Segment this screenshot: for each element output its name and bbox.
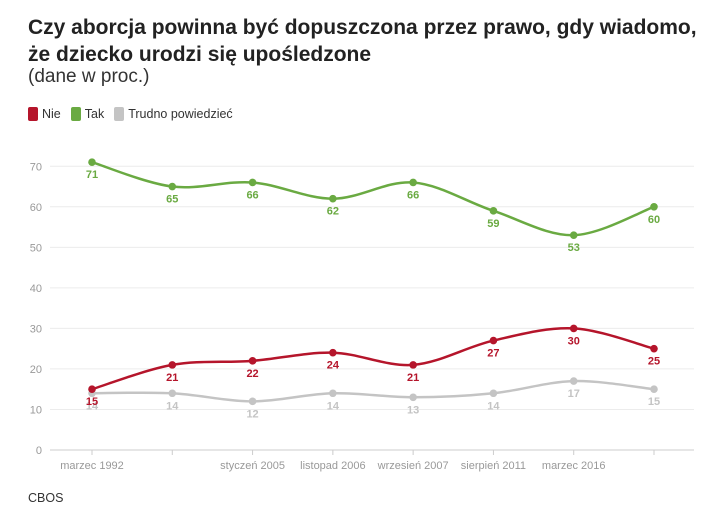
data-label-trudno: 12 bbox=[246, 408, 258, 420]
legend-label-trudno: Trudno powiedzieć bbox=[128, 107, 233, 121]
legend-item-tak[interactable]: Tak bbox=[70, 107, 105, 121]
data-point-trudno bbox=[409, 393, 417, 402]
x-tick-label: wrzesień 2007 bbox=[377, 460, 449, 472]
y-tick-label: 70 bbox=[30, 161, 42, 173]
data-label-tak: 66 bbox=[407, 189, 419, 201]
data-label-tak: 59 bbox=[487, 218, 499, 230]
legend-swatch-nie bbox=[28, 107, 38, 121]
data-point-trudno bbox=[650, 385, 658, 394]
data-point-trudno bbox=[168, 389, 177, 398]
data-label-trudno: 14 bbox=[327, 400, 340, 412]
data-label-nie: 27 bbox=[487, 348, 499, 360]
chart-title: Czy aborcja powinna być dopuszczona prze… bbox=[28, 16, 697, 66]
data-label-nie: 24 bbox=[327, 360, 340, 372]
data-label-trudno: 14 bbox=[86, 400, 99, 412]
series-line-tak bbox=[91, 161, 655, 237]
data-label-tak: 65 bbox=[166, 194, 178, 206]
data-label-trudno: 14 bbox=[166, 400, 179, 412]
data-label-nie: 30 bbox=[568, 335, 580, 347]
x-tick-label: styczeń 2005 bbox=[220, 460, 285, 472]
data-label-trudno: 13 bbox=[407, 404, 419, 416]
x-tick-label: listopad 2006 bbox=[300, 460, 365, 472]
series-line-trudno bbox=[91, 379, 655, 403]
data-point-nie bbox=[409, 361, 417, 369]
data-point-tak bbox=[409, 178, 417, 187]
data-label-nie: 22 bbox=[246, 368, 258, 380]
data-label-tak: 62 bbox=[327, 206, 339, 218]
data-point-nie bbox=[569, 324, 578, 333]
legend-label-nie: Nie bbox=[42, 107, 61, 121]
data-label-tak: 60 bbox=[648, 214, 660, 226]
x-tick-label: marzec 1992 bbox=[60, 460, 124, 472]
y-tick-label: 10 bbox=[30, 404, 42, 416]
data-label-trudno: 14 bbox=[487, 400, 500, 412]
legend-swatch-trudno bbox=[114, 107, 125, 121]
data-point-trudno bbox=[329, 389, 337, 398]
data-point-trudno bbox=[248, 397, 257, 406]
data-point-tak bbox=[329, 194, 337, 203]
data-point-nie bbox=[650, 344, 658, 353]
y-tick-label: 0 bbox=[36, 445, 42, 457]
data-point-tak bbox=[650, 203, 658, 211]
data-point-tak bbox=[168, 182, 177, 191]
legend-swatch-tak bbox=[70, 107, 81, 121]
data-label-nie: 21 bbox=[407, 372, 419, 384]
data-label-nie: 21 bbox=[166, 372, 178, 384]
x-tick-label: marzec 2016 bbox=[542, 460, 606, 472]
y-tick-label: 30 bbox=[30, 323, 42, 335]
y-tick-label: 40 bbox=[30, 283, 42, 295]
data-point-tak bbox=[248, 178, 257, 187]
data-label-nie: 15 bbox=[86, 396, 98, 408]
data-label-trudno: 17 bbox=[568, 388, 580, 400]
legend-item-trudno[interactable]: Trudno powiedzieć bbox=[114, 107, 233, 121]
series-line-nie bbox=[91, 326, 655, 391]
data-point-nie bbox=[88, 385, 96, 394]
data-label-trudno: 15 bbox=[648, 396, 660, 408]
legend-item-nie[interactable]: Nie bbox=[28, 107, 61, 121]
y-tick-label: 20 bbox=[30, 364, 42, 376]
x-tick-label: sierpień 2011 bbox=[461, 460, 526, 472]
data-point-tak bbox=[569, 231, 578, 239]
data-point-nie bbox=[248, 357, 257, 365]
source-label: CBOS bbox=[28, 491, 64, 505]
data-point-nie bbox=[329, 348, 337, 357]
data-point-trudno bbox=[569, 377, 578, 385]
y-tick-label: 60 bbox=[30, 202, 42, 214]
data-label-tak: 71 bbox=[86, 169, 98, 181]
data-label-tak: 66 bbox=[246, 189, 258, 201]
y-tick-label: 50 bbox=[30, 242, 42, 254]
legend: Nie Tak Trudno powiedzieć bbox=[28, 107, 243, 121]
data-point-trudno bbox=[489, 389, 498, 398]
data-point-nie bbox=[489, 336, 498, 345]
chart-subtitle: (dane w proc.) bbox=[28, 66, 150, 87]
data-label-tak: 53 bbox=[568, 242, 580, 254]
data-point-tak bbox=[88, 158, 96, 167]
legend-label-tak: Tak bbox=[84, 107, 105, 121]
data-point-nie bbox=[168, 361, 177, 369]
data-label-nie: 25 bbox=[648, 356, 660, 368]
data-point-tak bbox=[489, 207, 498, 215]
